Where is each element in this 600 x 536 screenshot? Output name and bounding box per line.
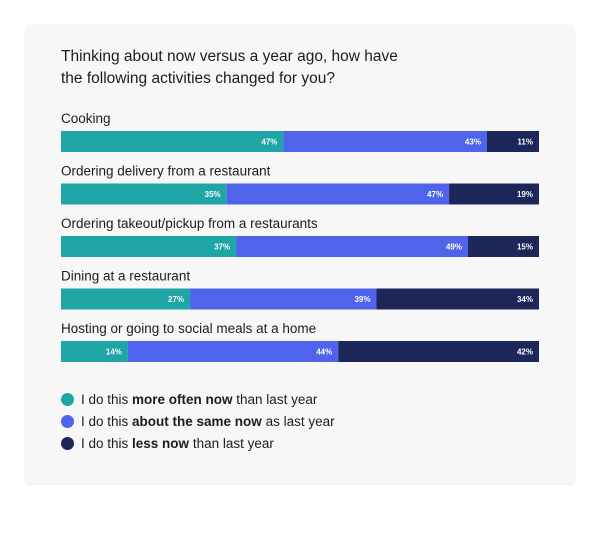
bar-value-label: 47% xyxy=(427,190,443,199)
legend-text-bold: about the same now xyxy=(132,413,262,429)
bar-value-label: 19% xyxy=(517,190,533,199)
bar-value-label: 39% xyxy=(354,295,370,304)
bar-segment-less-now xyxy=(338,341,539,362)
row-label-ordering-takeout-pickup-from-a-restaurants: Ordering takeout/pickup from a restauran… xyxy=(61,216,318,231)
bar-value-label: 44% xyxy=(316,348,332,357)
bar-segment-less-now xyxy=(468,236,539,257)
bar-value-label: 34% xyxy=(517,295,533,304)
legend-item-less: I do this less now than last year xyxy=(61,432,335,454)
row-label-cooking: Cooking xyxy=(61,111,111,126)
chart-title-line-1: Thinking about now versus a year ago, ho… xyxy=(61,48,398,65)
bar-segment-more-often-now xyxy=(61,288,191,310)
chart-legend: I do this more often now than last year … xyxy=(61,388,335,454)
bar-value-label: 37% xyxy=(214,243,230,252)
bar-segment-less-now xyxy=(376,288,539,310)
legend-text-post: as last year xyxy=(261,413,335,429)
legend-text-bold: less now xyxy=(132,435,190,451)
bar-value-label: 47% xyxy=(261,138,277,147)
bar-value-label: 11% xyxy=(517,138,533,147)
legend-swatch-about-same xyxy=(61,414,74,428)
row-label-dining-at-a-restaurant: Dining at a restaurant xyxy=(61,269,190,284)
chart-title: Thinking about now versus a year ago, ho… xyxy=(61,46,501,90)
legend-item-about-same: I do this about the same now as last yea… xyxy=(61,410,335,432)
bar-segment-more-often-now xyxy=(61,183,227,205)
bar-segment-about-the-same-now xyxy=(236,236,469,257)
bar-value-label: 15% xyxy=(517,243,533,252)
legend-text-pre: I do this xyxy=(81,391,133,407)
chart-title-line-2: the following activities changed for you… xyxy=(61,70,335,87)
legend-text-bold: more often now xyxy=(132,391,233,407)
legend-item-more-often: I do this more often now than last year xyxy=(61,388,335,410)
bar-segment-more-often-now xyxy=(61,236,237,257)
legend-text-pre: I do this xyxy=(81,413,133,429)
legend-swatch-more-often xyxy=(61,392,74,406)
bar-segment-less-now xyxy=(449,183,539,205)
bar-segment-more-often-now xyxy=(61,341,128,362)
row-label-hosting-or-going-to-social-meals-at-a-home: Hosting or going to social meals at a ho… xyxy=(61,321,316,336)
bar-segment-about-the-same-now xyxy=(283,131,487,152)
bar-value-label: 43% xyxy=(465,138,481,147)
bar-value-label: 49% xyxy=(446,243,462,252)
bar-value-label: 35% xyxy=(205,190,221,199)
bar-segment-about-the-same-now xyxy=(226,183,450,205)
bar-segment-about-the-same-now xyxy=(190,288,377,310)
bar-value-label: 14% xyxy=(106,348,122,357)
legend-text-pre: I do this xyxy=(81,435,133,451)
bar-value-label: 42% xyxy=(517,348,533,357)
bar-segment-more-often-now xyxy=(61,131,284,152)
bar-value-label: 27% xyxy=(168,295,184,304)
bar-segment-about-the-same-now xyxy=(127,341,339,362)
legend-text-post: than last year xyxy=(232,391,318,407)
legend-text-post: than last year xyxy=(189,435,274,451)
legend-swatch-less xyxy=(61,436,74,450)
bar-segment-less-now xyxy=(486,131,539,152)
row-label-ordering-delivery-from-a-restaurant: Ordering delivery from a restaurant xyxy=(61,164,271,179)
